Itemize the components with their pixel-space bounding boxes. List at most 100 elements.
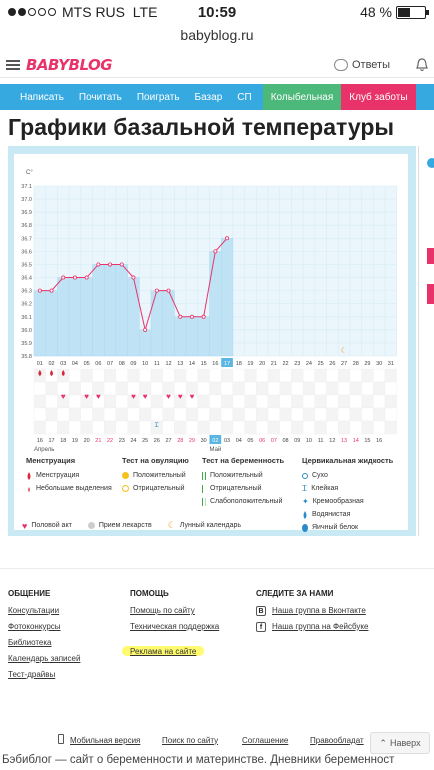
symbol-cell — [349, 407, 362, 422]
temperature-point — [84, 275, 89, 280]
legend-label: Менструация — [36, 472, 80, 479]
bell-icon[interactable] — [416, 57, 428, 72]
date-label: 25 — [142, 438, 148, 444]
y-axis-label: C° — [26, 170, 33, 176]
symbol-cell — [232, 368, 245, 383]
footer-link[interactable]: Помощь по сайту — [130, 606, 195, 615]
footer-link[interactable]: Тест-драйвы — [8, 670, 56, 679]
chat-icon — [333, 58, 348, 71]
footer-link-facebook[interactable]: Наша группа на Фейсбуке — [272, 622, 369, 631]
symbol-cell — [338, 407, 351, 422]
footer-link-ads[interactable]: Реклама на сайте — [122, 646, 205, 656]
answers-link[interactable]: Ответы — [333, 57, 428, 72]
site-logo[interactable]: BABYBLOG — [26, 55, 113, 74]
day-label: 08 — [119, 361, 125, 367]
chart-area: 37.1 37.0 36.9 36.8 36.7 36.6 36.5 36.4 36.3 36.2… — [14, 154, 408, 530]
temperature-bar — [115, 264, 128, 357]
side-widget[interactable] — [418, 146, 434, 536]
dry-icon — [302, 472, 308, 479]
legend-pregnancy: Тест на беременность Положительный Отриц… — [202, 456, 284, 508]
battery-percent: 48 % — [360, 4, 392, 20]
url-bar[interactable]: babyblog.ru — [180, 27, 254, 43]
menu-icon[interactable] — [6, 59, 20, 70]
symbol-cell — [197, 381, 210, 396]
mobile-version-link[interactable]: Мобильная версия — [70, 735, 141, 745]
widget-dot-icon — [427, 158, 434, 168]
footer-link-vk[interactable]: Наша группа в Вконтакте — [272, 606, 366, 615]
heart-icon: ♥ — [96, 392, 101, 401]
nav-sp[interactable]: СП — [237, 91, 252, 103]
day-label: 25 — [318, 361, 324, 367]
date-label: 15 — [364, 438, 370, 444]
legend-title: Тест на беременность — [202, 456, 285, 465]
bbt-chart[interactable]: 37.1 37.0 36.9 36.8 36.7 36.6 36.5 36.4 36.3 36.2… — [14, 154, 408, 454]
temperature-bar — [92, 264, 105, 357]
symbol-cell — [302, 420, 315, 435]
site-footer: ОБЩЕНИЕ Консультации Фотоконкурсы Библио… — [0, 568, 434, 718]
back-to-top-button[interactable]: ⌃ Наверх — [370, 732, 430, 754]
legend-label: Отрицательный — [210, 485, 262, 492]
nav-bazaar[interactable]: Базар — [194, 91, 223, 103]
single-stripe-icon — [202, 484, 206, 493]
symbol-cell — [174, 420, 187, 435]
legend-label: Прием лекарств — [98, 522, 152, 529]
symbol-cell — [115, 381, 128, 396]
symbol-cell — [314, 381, 327, 396]
symbol-cell — [256, 381, 269, 396]
footer-link[interactable]: Фотоконкурсы — [8, 622, 61, 631]
nav-write[interactable]: Написать — [20, 91, 64, 103]
symbol-cell — [33, 394, 46, 409]
legend-label: Небольшие выделения — [36, 485, 112, 492]
symbol-cell — [349, 368, 362, 383]
nav-play[interactable]: Поиграть — [136, 91, 180, 103]
drop-icon — [50, 370, 54, 376]
date-label: 30 — [201, 438, 207, 444]
heart-icon: ♥ — [84, 392, 89, 401]
footer-link[interactable]: Консультации — [8, 606, 60, 615]
symbol-cell — [45, 381, 58, 396]
watery-icon — [303, 510, 307, 519]
footer-link[interactable]: Техническая поддержка — [130, 622, 220, 631]
nav-lullaby[interactable]: Колыбельная — [262, 84, 342, 110]
agreement-link[interactable]: Соглашение — [242, 735, 289, 745]
nav-care-club[interactable]: Клуб заботы — [341, 84, 416, 110]
temperature-point — [108, 262, 113, 267]
symbol-cell — [92, 407, 105, 422]
symbol-cell — [104, 394, 117, 409]
symbol-cell — [256, 420, 269, 435]
symbol-cell — [197, 394, 210, 409]
footer-link[interactable]: Библиотека — [8, 638, 52, 647]
legend-bottom: ♥ Половой акт Прием лекарств ☾ Лунный кале… — [22, 519, 241, 532]
footer-link[interactable]: Календарь записей — [8, 654, 81, 663]
drop-icon — [27, 471, 31, 480]
legend-label: Положительный — [133, 472, 186, 479]
day-label: 19 — [247, 361, 253, 367]
temperature-point — [201, 314, 206, 319]
symbol-cell — [302, 407, 315, 422]
temperature-point — [154, 288, 159, 293]
symbol-cell — [92, 368, 105, 383]
sticky-icon: Ꮖ — [302, 483, 308, 493]
symbol-cell — [267, 394, 280, 409]
heart-icon: ♥ — [178, 392, 183, 401]
date-label: 17 — [48, 438, 54, 444]
copyright-link[interactable]: Правообладат — [310, 735, 364, 745]
pill-icon — [87, 522, 95, 529]
symbol-cell — [326, 394, 339, 409]
symbol-cell — [80, 368, 93, 383]
symbol-cell — [384, 420, 397, 435]
date-label: 13 — [341, 438, 347, 444]
heart-icon: ♥ — [190, 392, 195, 401]
symbol-cell — [150, 394, 163, 409]
symbol-cell — [127, 420, 140, 435]
symbol-cell — [232, 394, 245, 409]
temperature-bar — [139, 329, 152, 357]
symbol-cell — [279, 368, 292, 383]
site-search-link[interactable]: Поиск по сайту — [162, 735, 219, 745]
symbol-cell — [244, 420, 257, 435]
y-tick-label: 36.1 — [21, 315, 32, 321]
legend-title: Тест на овуляцию — [122, 456, 189, 465]
nav-read[interactable]: Почитать — [78, 91, 122, 103]
sticky-icon: Ꮖ — [155, 422, 159, 429]
symbol-cell — [232, 381, 245, 396]
